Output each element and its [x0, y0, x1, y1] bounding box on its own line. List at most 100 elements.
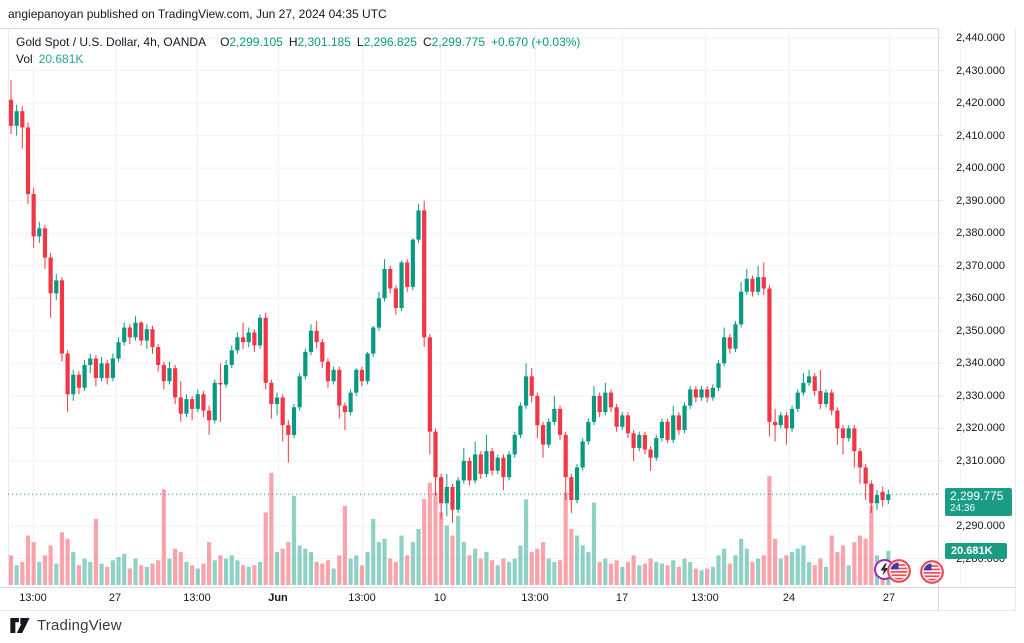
candle-body [557, 408, 563, 435]
volume-bar [642, 563, 648, 585]
open-value: 2,299.105 [229, 35, 283, 49]
close-value: 2,299.775 [431, 35, 486, 49]
volume-bar [371, 519, 376, 585]
time-axis-label: 13:00 [691, 592, 719, 604]
chart-top-border [0, 28, 938, 29]
volume-bar [665, 565, 670, 585]
tradingview-logo[interactable]: TradingView [10, 617, 122, 634]
volume-bar [756, 558, 761, 585]
candle-body [569, 477, 574, 500]
volume-bar [110, 560, 115, 585]
candle-body [631, 433, 636, 448]
volume-bar [523, 499, 529, 585]
candle-body [82, 364, 87, 388]
candle-body [48, 257, 53, 294]
volume-bar [76, 565, 82, 585]
candle-body [773, 421, 778, 426]
candle-body [325, 361, 331, 382]
volume-bar [127, 568, 132, 585]
candle-body [144, 329, 149, 341]
volume-bar [99, 563, 104, 585]
candle-body [331, 369, 336, 382]
volume-bar [399, 535, 404, 585]
volume-bar [257, 561, 263, 585]
candle-body [303, 351, 308, 377]
candle-body [240, 337, 246, 343]
candle-body [478, 454, 483, 474]
volume-bar [405, 555, 410, 585]
tradingview-logo-text: TradingView [37, 617, 122, 634]
volume-bar [416, 528, 421, 585]
current-price-value: 2,299.775 [950, 489, 1004, 503]
candle-body [852, 428, 857, 452]
candle-body [693, 389, 698, 398]
candle-body [506, 454, 512, 478]
volume-bar [473, 548, 478, 585]
symbol-title[interactable]: Gold Spot / U.S. Dollar, 4h, OANDA [16, 35, 207, 49]
candle-body [880, 491, 885, 500]
candle-body [212, 382, 217, 421]
candle-body [178, 397, 183, 414]
volume-bar [320, 563, 325, 585]
volume-bar [286, 542, 291, 585]
candle-body [648, 449, 653, 458]
price-axis-ticks [938, 37, 943, 560]
price-axis-border [938, 28, 939, 610]
volume-bar [586, 552, 591, 585]
volume-bar [750, 561, 755, 585]
candle-body [405, 262, 410, 287]
candle-body [65, 353, 70, 395]
candle-body [150, 329, 155, 348]
candle-body [257, 317, 263, 346]
volume-bar [393, 561, 398, 585]
volume-bar [806, 561, 812, 585]
candle-body [308, 330, 314, 352]
volume-bar [42, 555, 48, 585]
volume-bar [337, 555, 342, 585]
candle-body [393, 288, 398, 309]
candle-body [59, 280, 65, 354]
volume-bar [54, 563, 59, 585]
candle-body [280, 397, 285, 426]
candle-body [456, 480, 461, 510]
candle-body [439, 477, 444, 504]
candle-body [195, 394, 200, 409]
candle-body [739, 291, 744, 325]
volume-bar [342, 505, 348, 585]
candle-body [314, 330, 319, 343]
candle-body [716, 363, 721, 388]
candle-body [229, 350, 234, 365]
volume-bar [716, 555, 721, 585]
volume-bar [467, 555, 472, 585]
candle-body [99, 363, 104, 378]
candle-body [93, 358, 98, 378]
candle-body [546, 421, 551, 445]
candles [8, 80, 891, 523]
candle-body [473, 454, 478, 481]
volume-bar [150, 563, 155, 585]
candle-body [761, 277, 766, 289]
candle-body [614, 407, 619, 427]
candle-body [20, 111, 25, 128]
candle-body [223, 364, 229, 385]
candle-body [269, 382, 274, 404]
grid-lines [8, 28, 961, 587]
volume-bar [184, 561, 189, 585]
volume-bar [308, 552, 314, 585]
time-axis-label: 24 [782, 592, 796, 604]
candle-body [184, 399, 189, 414]
candle-body [246, 332, 251, 343]
us-flag-marker-2[interactable] [920, 560, 944, 584]
volume-bar [795, 548, 800, 585]
candle-body [359, 369, 365, 382]
volume-bar [659, 563, 664, 585]
volume-bar [773, 538, 778, 585]
volume-bar [190, 565, 195, 585]
volume-bar [671, 560, 676, 585]
candle-body [156, 347, 161, 365]
candle-body [818, 390, 823, 404]
volume-bar [506, 561, 512, 585]
volume-bar [25, 535, 31, 585]
us-flag-marker-1[interactable] [887, 559, 911, 583]
